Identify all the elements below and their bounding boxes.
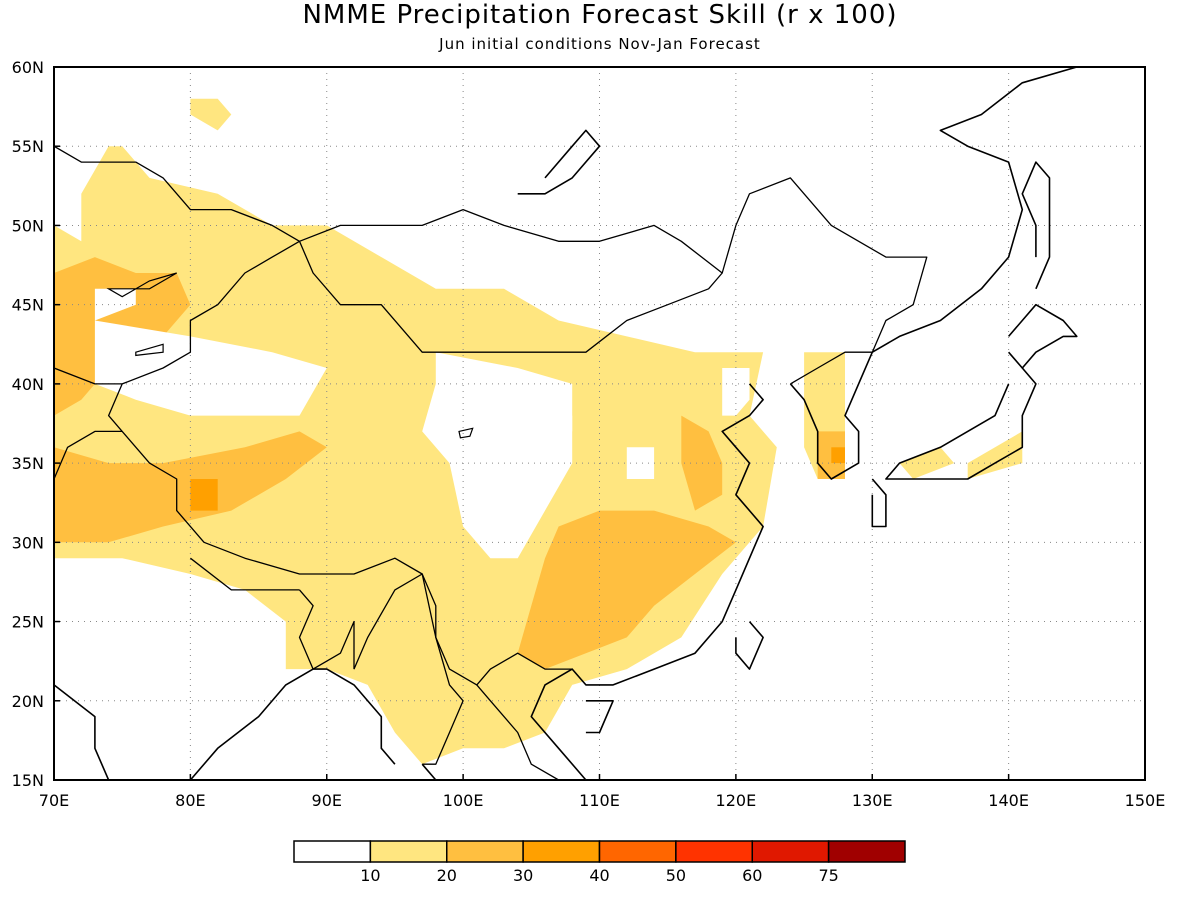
border-kazakh-russia — [54, 145, 300, 242]
skill-region-8 — [681, 415, 723, 511]
lake-issyk-kul — [135, 343, 164, 357]
y-tick-label: 40N — [12, 375, 44, 394]
border-bangladesh — [298, 589, 355, 670]
coastline-india-coast — [54, 684, 110, 780]
low-skill-region-3 — [258, 368, 300, 400]
colorbar-swatch — [293, 840, 372, 863]
colorbar-swatch — [522, 840, 601, 863]
y-tick-label: 55N — [12, 137, 44, 156]
coastline-hainan — [585, 699, 614, 734]
colorbar: 10 20 30 40 50 60 75 — [293, 840, 906, 885]
coastline-taiwan — [735, 621, 764, 670]
skill-region-4 — [899, 447, 955, 479]
skill-fill-layer — [54, 98, 1023, 765]
coastline-layer — [54, 67, 1078, 780]
colorbar-label: 60 — [742, 866, 762, 885]
colorbar-label: 75 — [818, 866, 838, 885]
low-skill-region-0 — [94, 288, 136, 321]
x-axis-ticks: 70E 80E 90E 100E 110E 120E 130E 140E 150E — [39, 774, 1166, 810]
x-tick-label: 80E — [175, 791, 205, 810]
x-tick-label: 70E — [39, 791, 69, 810]
low-skill-region-5 — [545, 415, 573, 432]
colorbar-swatch — [827, 840, 906, 863]
border-china-west — [107, 240, 573, 686]
coastline-russia-east-coast — [871, 67, 1078, 353]
low-skill-region-2 — [422, 352, 573, 559]
coastline-baikal — [517, 129, 601, 195]
coastline-hokkaido — [1007, 303, 1078, 369]
y-tick-label: 25N — [12, 613, 44, 632]
y-tick-label: 15N — [12, 771, 44, 790]
coastline-korea — [789, 351, 874, 480]
y-tick-label: 50N — [12, 216, 44, 235]
border-pakistan-afghan — [54, 430, 123, 480]
coastline-china-coast — [530, 383, 764, 780]
x-tick-label: 120E — [716, 791, 757, 810]
border-myanmar — [353, 573, 464, 765]
colorbar-label: 30 — [513, 866, 533, 885]
border-laos-vietnam — [476, 684, 559, 780]
y-tick-label: 20N — [12, 692, 44, 711]
y-tick-label: 35N — [12, 454, 44, 473]
coastline-malay-peninsula — [421, 763, 437, 780]
coastline-kyushu — [871, 478, 887, 528]
lake-qinghai — [458, 427, 474, 439]
x-tick-label: 110E — [579, 791, 620, 810]
y-tick-label: 30N — [12, 533, 44, 552]
x-tick-label: 90E — [312, 791, 342, 810]
x-tick-label: 140E — [988, 791, 1029, 810]
colorbar-label: 50 — [666, 866, 686, 885]
y-tick-label: 60N — [12, 58, 44, 77]
x-tick-label: 150E — [1125, 791, 1166, 810]
y-axis-ticks: 15N 20N 25N 30N 35N 40N 45N 50N 55N 60N — [12, 58, 60, 790]
coastline-india-east-coast — [189, 668, 396, 780]
x-tick-label: 100E — [443, 791, 484, 810]
low-skill-region-4 — [626, 447, 655, 479]
colorbar-swatch — [751, 840, 830, 863]
colorbar-swatch — [369, 840, 448, 863]
coastline-sakhalin — [1021, 161, 1051, 290]
lake-balkhash — [106, 272, 178, 298]
border-nepal-india — [190, 557, 300, 591]
x-tick-label: 130E — [852, 791, 893, 810]
colorbar-swatch — [598, 840, 677, 863]
colorbar-label: 40 — [589, 866, 609, 885]
colorbar-label: 20 — [437, 866, 457, 885]
y-tick-label: 45N — [12, 296, 44, 315]
coastline-honshu — [885, 367, 1037, 480]
skill-region-1 — [190, 98, 232, 131]
colorbar-swatch — [446, 840, 524, 863]
skill-region-3 — [967, 431, 1023, 479]
border-mongolia-outline — [298, 208, 723, 353]
border-kazakh-china — [54, 367, 123, 385]
skill-region-0 — [54, 146, 777, 765]
colorbar-swatch — [675, 840, 753, 863]
chart-subtitle: Jun initial conditions Nov-Jan Forecast — [439, 35, 761, 53]
chart-title: NMME Precipitation Forecast Skill (r x 1… — [302, 0, 898, 30]
border-korea-china — [790, 351, 873, 385]
skill-region-11 — [831, 447, 845, 464]
colorbar-label: 10 — [360, 866, 380, 885]
skill-region-10 — [190, 479, 218, 511]
skill-region-7 — [517, 510, 736, 670]
border-china-russia-northeast — [721, 177, 928, 353]
